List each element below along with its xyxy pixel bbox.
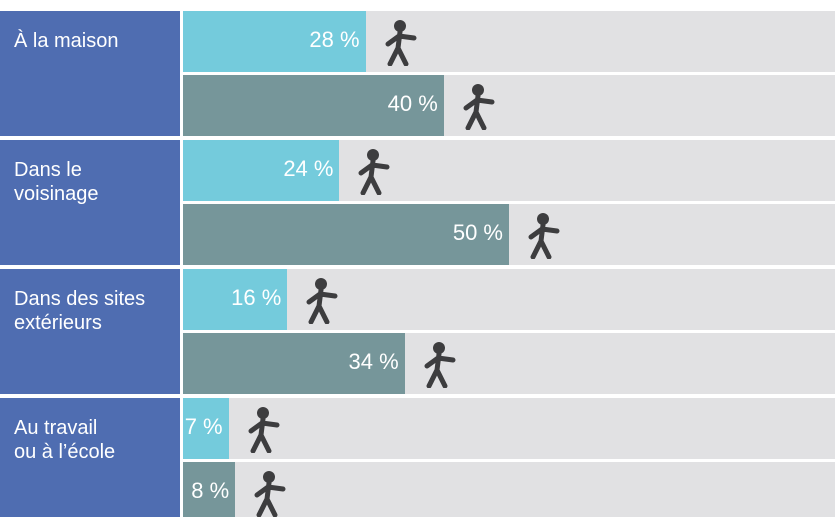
value-label: 40 % [354, 91, 438, 117]
activity-icon [301, 276, 357, 329]
category-label: Dans le voisinage [14, 158, 179, 206]
value-label: 50 % [419, 220, 503, 246]
value-label: 8 % [145, 478, 229, 504]
category-label: Dans des sites extérieurs [14, 287, 179, 335]
value-label: 24 % [249, 156, 333, 182]
category-label: À la maison [14, 29, 179, 53]
activity-icon [353, 147, 409, 200]
activity-icon [249, 469, 305, 517]
chart: À la maison 28 % 40 % Dans le voisinage 24 %… [0, 0, 835, 517]
activity-icon [243, 405, 299, 458]
value-label: 28 % [276, 27, 360, 53]
value-label: 7 % [139, 414, 223, 440]
activity-icon [380, 18, 436, 71]
activity-icon [523, 211, 579, 264]
activity-icon [419, 340, 475, 393]
activity-icon [458, 82, 514, 135]
value-label: 16 % [197, 285, 281, 311]
value-label: 34 % [315, 349, 399, 375]
